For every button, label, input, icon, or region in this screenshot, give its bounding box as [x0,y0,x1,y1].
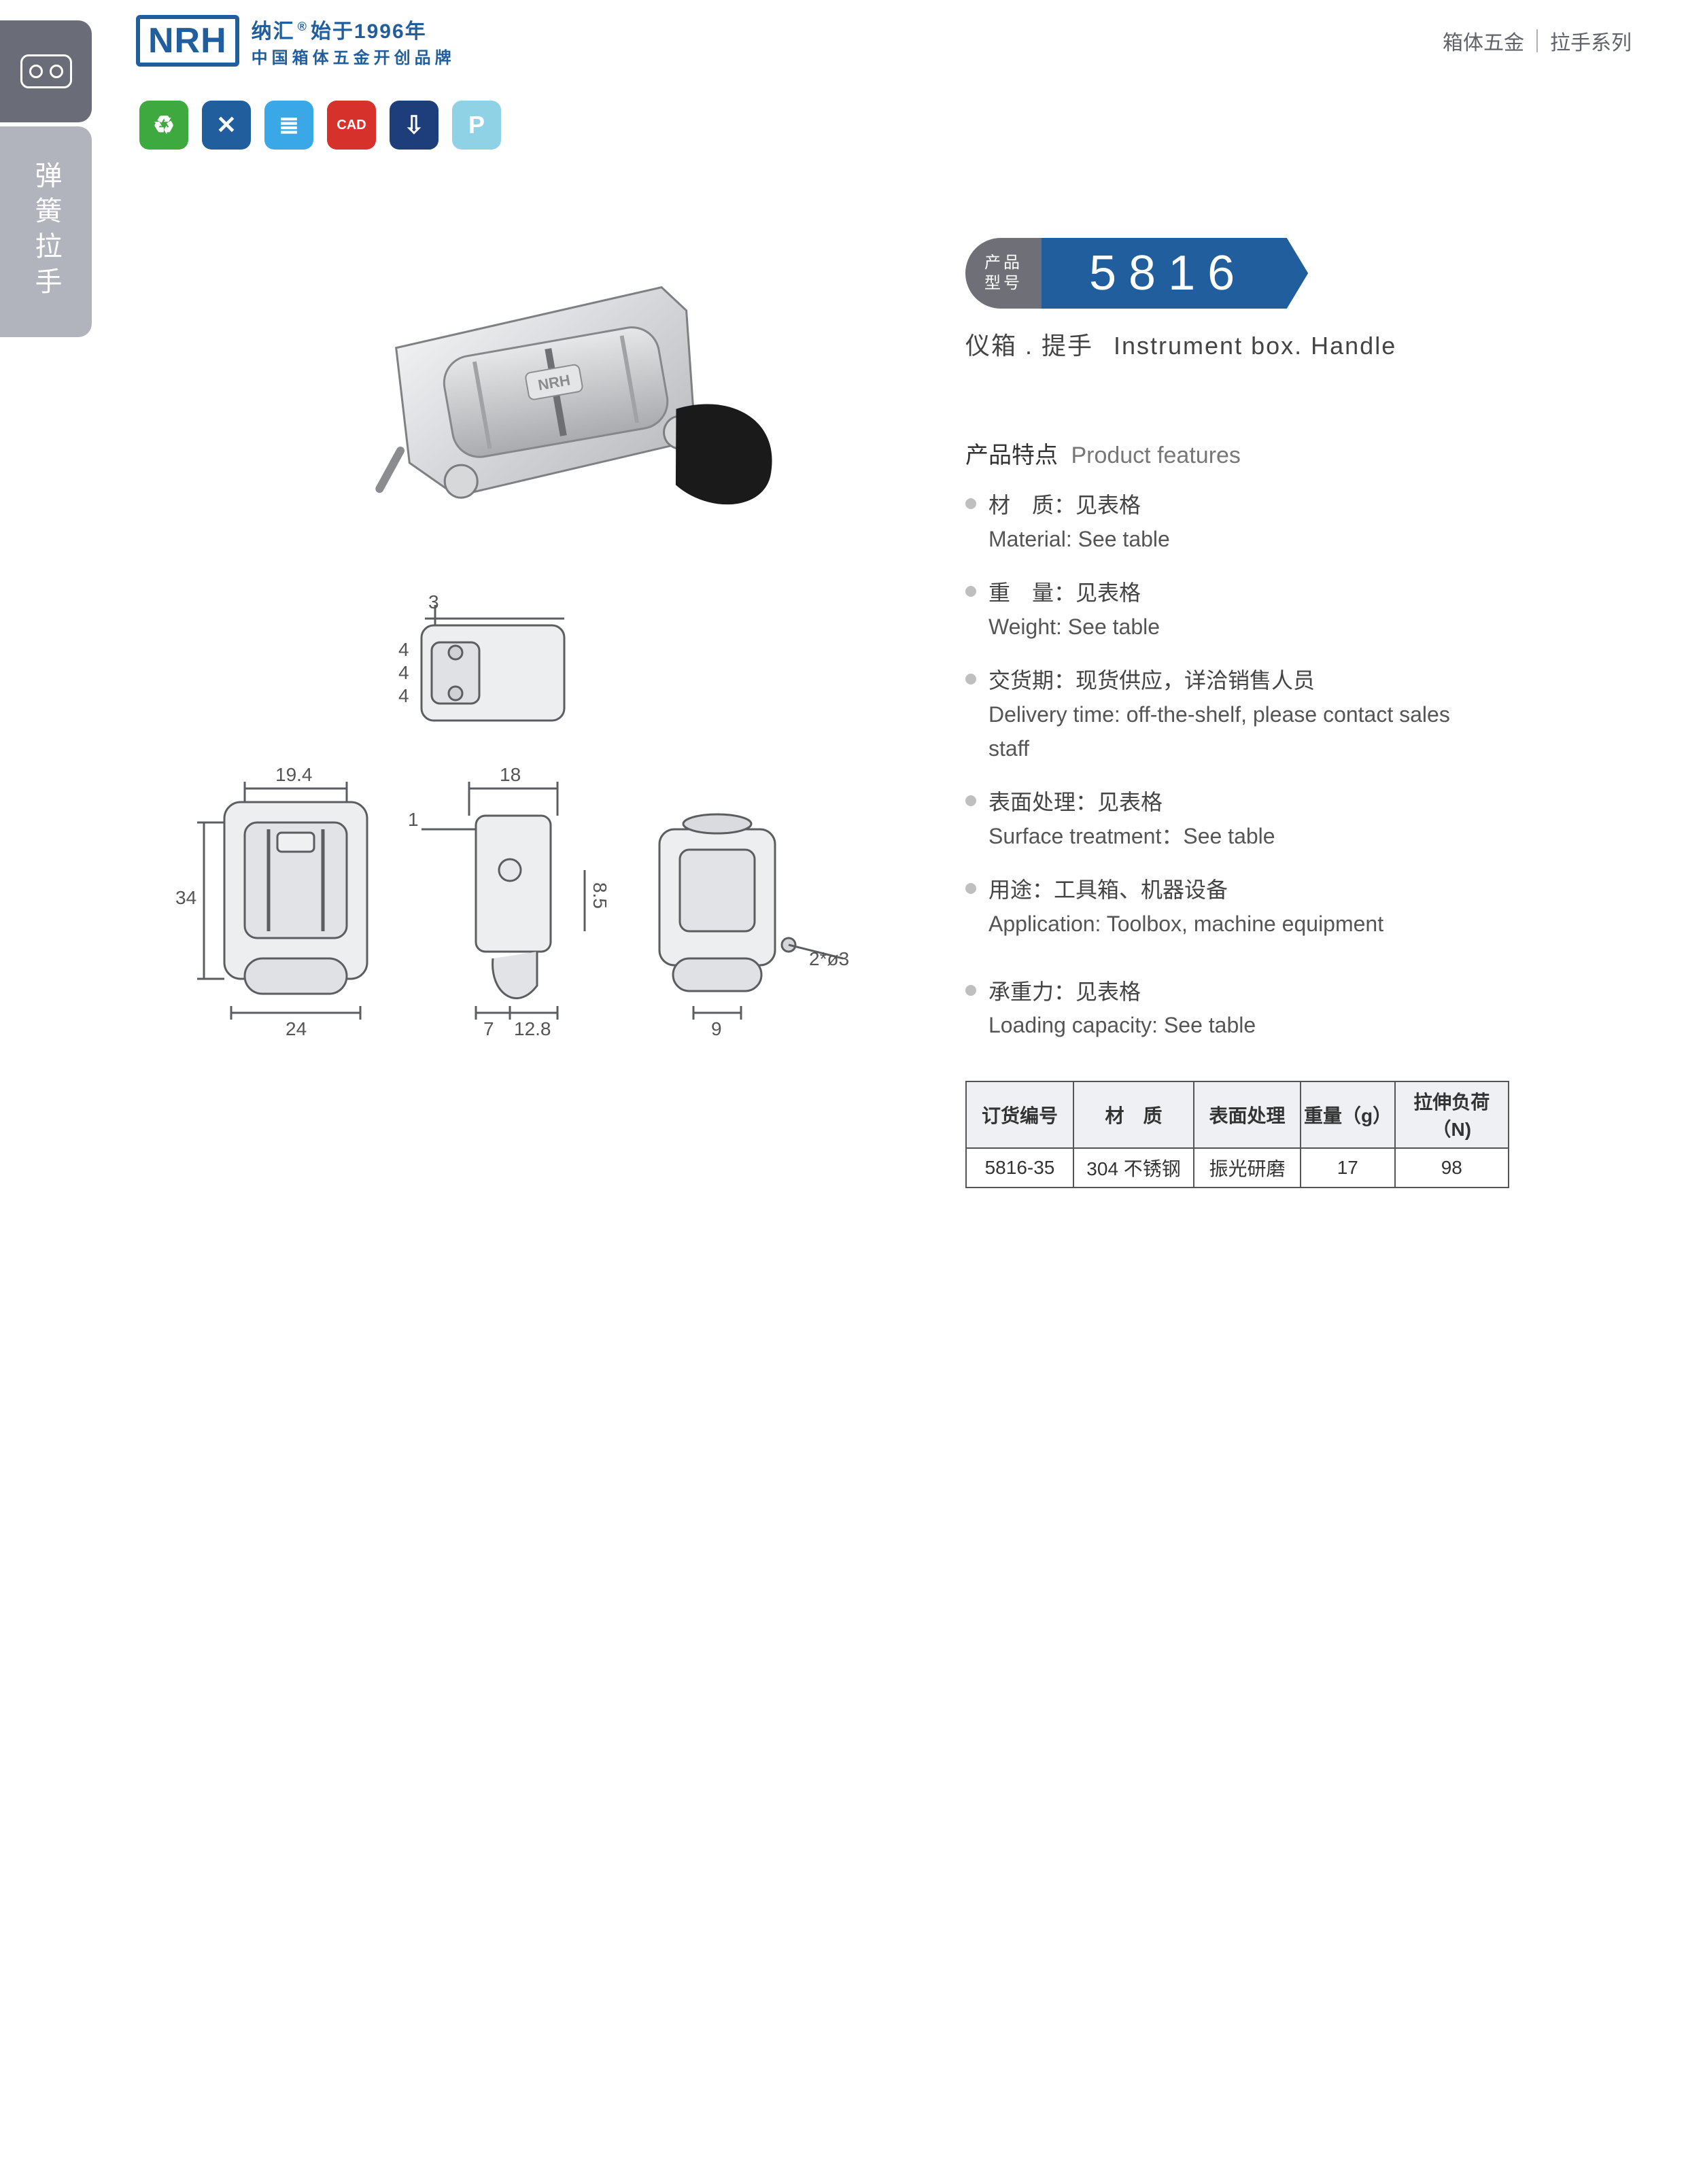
feature-en: Application: Toolbox, machine equipment [988,907,1383,941]
feature-cn: 用途：工具箱、机器设备 [988,873,1383,907]
model-label-l2: 型号 [984,273,1022,294]
feature-item: 交货期：现货供应，详洽销售人员Delivery time: off-the-sh… [965,664,1482,765]
brand-tagline: 中国箱体五金开创品牌 [252,44,455,68]
feature-cn: 重 量：见表格 [988,576,1160,610]
registered-mark: ® [298,20,308,33]
dim-34: 34 [175,887,196,909]
cad-icon: CAD [327,101,376,150]
feature-text: 交货期：现货供应，详洽销售人员Delivery time: off-the-sh… [988,664,1482,765]
dim-4b: 4 [398,662,409,684]
feature-item: 表面处理：见表格Surface treatment：See table [965,786,1482,853]
feature-badges: ♻ ✕ ≣ CAD ⇩ P [139,101,501,150]
model-number: 5816 [1042,238,1308,309]
screw-icon: ⇩ [390,101,438,150]
feature-en: Weight: See table [988,610,1160,644]
product-photo: NRH [306,218,823,585]
features-title-cn: 产品特点 [965,443,1058,468]
feature-en: Material: See table [988,523,1170,557]
parking-icon: P [452,101,501,150]
feature-text: 承重力：见表格Loading capacity: See table [988,975,1256,1043]
feature-en: Delivery time: off-the-shelf, please con… [988,698,1482,765]
features-title-en: Product features [1071,443,1240,468]
model-label: 产品 型号 [965,238,1042,309]
dim-2d3: 2*ø3 [809,948,849,970]
hardware-icon [20,54,72,88]
dim-8-5: 8.5 [589,882,610,909]
spring-icon: ≣ [264,101,313,150]
table-cell: 振光研磨 [1194,1148,1301,1188]
feature-en: Surface treatment：See table [988,820,1275,854]
table-header: 拉伸负荷（N) [1395,1081,1509,1148]
feature-item: 承重力：见表格Loading capacity: See table [965,975,1482,1043]
model-label-l1: 产品 [984,253,1022,273]
table-cell: 17 [1301,1148,1395,1188]
dim-24: 24 [286,1018,307,1040]
table-header: 重量（g） [1301,1081,1395,1148]
table-header: 表面处理 [1194,1081,1301,1148]
feature-en: Loading capacity: See table [988,1009,1256,1043]
dim-12-8: 12.8 [514,1018,551,1040]
feature-item: 用途：工具箱、机器设备Application: Toolbox, machine… [965,873,1482,941]
bullet-icon [965,883,976,894]
brand-name: 纳汇 [252,20,295,43]
breadcrumb-divider [1536,29,1538,52]
feature-cn: 材 质：见表格 [988,489,1170,523]
dimension-drawings: 3 4 4 4 19.4 18 34 24 1 7 12.8 8.5 9 2*ø… [156,578,884,1054]
feature-item: 材 质：见表格Material: See table [965,489,1482,556]
table-cell: 5816-35 [966,1148,1073,1188]
features-title: 产品特点 Product features [965,436,1482,470]
tab-icon-hardware[interactable] [0,20,92,122]
dim-1: 1 [408,809,419,831]
logo-mark: NRH [136,15,239,67]
left-tab-group: 弹簧拉手 [0,20,92,341]
table-cell: 98 [1395,1148,1509,1188]
dim-19-4: 19.4 [275,764,313,786]
dim-7: 7 [483,1018,494,1040]
spec-table: 订货编号材 质表面处理重量（g）拉伸负荷（N)5816-35304 不锈钢振光研… [965,1081,1509,1188]
table-cell: 304 不锈钢 [1073,1148,1194,1188]
category-sub: 拉手系列 [1550,26,1632,56]
feature-item: 重 量：见表格Weight: See table [965,576,1482,644]
product-subtitle: 仪箱 . 提手 Instrument box. Handle [965,326,1482,362]
dim-3: 3 [428,591,439,613]
tab-spring-handle[interactable]: 弹簧拉手 [0,126,92,337]
page-header: NRH 纳汇®始于1996年 中国箱体五金开创品牌 箱体五金 拉手系列 [136,0,1632,82]
subtitle-en: Instrument box. Handle [1114,332,1396,360]
tools-icon: ✕ [202,101,251,150]
subtitle-cn: 仪箱 . 提手 [965,332,1093,360]
feature-text: 用途：工具箱、机器设备Application: Toolbox, machine… [988,873,1383,941]
model-badge: 产品 型号 5816 [965,238,1482,309]
table-header: 订货编号 [966,1081,1073,1148]
logo-group: NRH 纳汇®始于1996年 中国箱体五金开创品牌 [136,14,455,68]
bullet-icon [965,795,976,806]
feature-text: 材 质：见表格Material: See table [988,489,1170,556]
feature-cn: 交货期：现货供应，详洽销售人员 [988,664,1482,698]
feature-list: 材 质：见表格Material: See table 重 量：见表格Weight:… [965,489,1482,1043]
brand-since: 始于1996年 [311,20,427,43]
header-breadcrumb: 箱体五金 拉手系列 [1443,26,1632,56]
feature-cn: 表面处理：见表格 [988,786,1275,820]
info-column: 产品 型号 5816 仪箱 . 提手 Instrument box. Handle… [965,238,1482,1188]
feature-text: 表面处理：见表格Surface treatment：See table [988,786,1275,853]
dim-4c: 4 [398,685,409,707]
bullet-icon [965,586,976,597]
dim-4a: 4 [398,639,409,661]
category-main: 箱体五金 [1443,26,1524,56]
table-row: 5816-35304 不锈钢振光研磨1798 [966,1148,1509,1188]
feature-text: 重 量：见表格Weight: See table [988,576,1160,644]
feature-cn: 承重力：见表格 [988,975,1256,1009]
bullet-icon [965,674,976,684]
dim-18: 18 [500,764,521,786]
dim-9: 9 [711,1018,722,1040]
bullet-icon [965,985,976,996]
eco-icon: ♻ [139,101,188,150]
bullet-icon [965,498,976,509]
table-header: 材 质 [1073,1081,1194,1148]
brand-text: 纳汇®始于1996年 中国箱体五金开创品牌 [252,14,455,68]
